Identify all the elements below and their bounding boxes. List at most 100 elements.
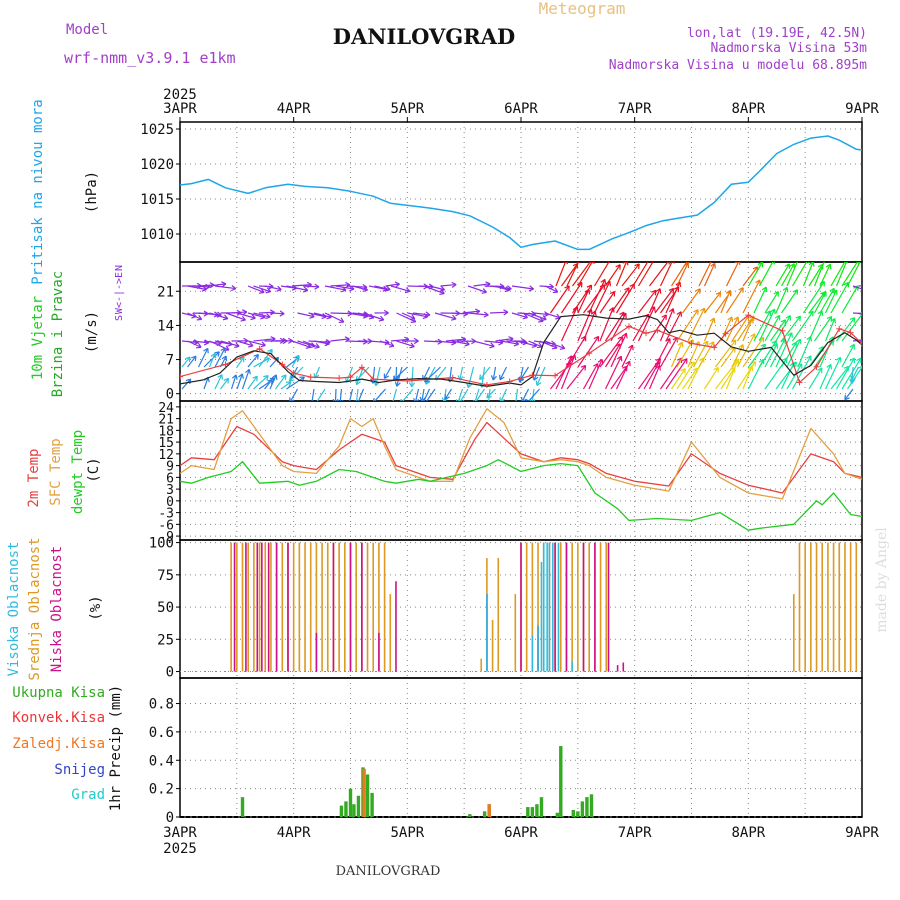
total-rain-bar xyxy=(482,811,487,817)
wind-arrow xyxy=(615,262,628,287)
wind-arrowhead xyxy=(382,289,388,292)
wind-arrow xyxy=(758,262,774,287)
bottom-date-tick-label: 6APR xyxy=(504,825,538,841)
wind-arrowhead xyxy=(677,341,683,346)
wind-arrowhead xyxy=(341,289,347,293)
wind-arrowhead xyxy=(593,363,599,367)
wind-arrow xyxy=(445,338,466,342)
wind-arrow xyxy=(544,285,559,293)
wind-arrowhead xyxy=(185,378,191,382)
wind-arrowhead xyxy=(780,338,786,343)
wind-arrowhead xyxy=(808,262,814,266)
wind-arrow xyxy=(758,308,776,342)
wind-arrowhead xyxy=(185,356,191,360)
wind-arrowhead xyxy=(734,339,737,346)
total-rain-bar xyxy=(365,774,370,817)
wind-arrowhead xyxy=(619,311,625,315)
wind-arrowhead xyxy=(825,263,831,268)
wind-arrowhead xyxy=(303,286,309,291)
wind-arrowhead xyxy=(416,399,420,401)
wind-arrowhead xyxy=(628,344,633,349)
wind-arrow xyxy=(533,312,549,316)
wind-arrowhead xyxy=(325,340,330,345)
wind-arrowhead xyxy=(314,286,320,290)
wind-arrowhead xyxy=(238,373,243,378)
wind-arrowhead xyxy=(260,344,266,348)
wind-arrowhead xyxy=(843,365,849,369)
wind-vector-field xyxy=(181,256,862,404)
wind-arrow xyxy=(566,335,587,368)
wind-arrowhead xyxy=(271,349,273,355)
wind-arrow xyxy=(396,312,416,323)
wind-arrowhead xyxy=(830,364,833,370)
wind-arrowhead xyxy=(519,378,525,383)
wind-arrow xyxy=(715,339,737,368)
wind-arrowhead xyxy=(693,309,699,313)
gust-marker xyxy=(688,340,695,347)
wind-arrow xyxy=(330,338,350,342)
y-tick-label: -3 xyxy=(158,507,174,522)
total-rain-bar xyxy=(356,795,361,817)
pressure-unit-label: (hPa) xyxy=(84,171,100,213)
wind-arrowhead xyxy=(411,314,416,320)
wind-arrowhead xyxy=(839,357,842,363)
wind-arrowhead xyxy=(198,314,203,320)
wind-arrow xyxy=(528,388,540,401)
wind-arrowhead xyxy=(239,356,245,360)
wind-arrow xyxy=(659,262,673,287)
y-tick-label: 0 xyxy=(166,810,174,826)
wind-arrow xyxy=(566,262,580,287)
wind-arrow xyxy=(451,340,470,345)
wind-arrow xyxy=(203,351,220,368)
wind-arrowhead xyxy=(731,316,734,322)
wind-arrowhead xyxy=(554,287,559,293)
gust-marker xyxy=(796,379,803,386)
wind-arrow xyxy=(742,366,753,390)
wind-arrow xyxy=(561,282,583,314)
wind-arrowhead xyxy=(279,310,285,315)
wind-arrowhead xyxy=(616,355,622,360)
wind-arrowhead xyxy=(266,287,272,293)
wind-arrowhead xyxy=(526,403,531,404)
wind-arrow xyxy=(764,291,779,314)
wind-arrow xyxy=(802,281,825,314)
wind-arrowhead xyxy=(787,332,793,337)
wind-key-north: N xyxy=(114,265,125,271)
wind-arrowhead xyxy=(551,340,556,345)
wind-arrowhead xyxy=(734,262,738,264)
wind-arrow xyxy=(253,285,271,293)
y-tick-label: 0.4 xyxy=(149,753,174,769)
wind-arrow xyxy=(604,356,622,390)
wind-arrowhead xyxy=(383,309,389,314)
wind-arrow xyxy=(676,309,699,342)
total-rain-bar xyxy=(571,809,575,817)
wind-arrowhead xyxy=(564,285,570,289)
wind-arrow xyxy=(269,312,285,315)
wind-arrowhead xyxy=(532,375,535,381)
gust-marker xyxy=(586,350,593,357)
wind-arrow xyxy=(209,283,227,287)
wind-arrowhead xyxy=(647,256,651,258)
wind-arrowhead xyxy=(843,258,847,260)
gust-marker xyxy=(643,330,650,337)
wind-arrowhead xyxy=(584,365,587,371)
wind-arrow xyxy=(819,364,832,390)
wind-arrowhead xyxy=(425,314,431,318)
wind-arrow xyxy=(258,349,273,368)
wind-arrow xyxy=(852,285,862,290)
wind-arrow xyxy=(335,285,355,290)
wind-arrow xyxy=(577,289,590,314)
wind-arrowhead xyxy=(245,368,250,373)
top-date-tick-label: 9APR xyxy=(845,101,879,117)
gust-marker xyxy=(813,363,820,370)
y-tick-label: 21 xyxy=(158,413,174,428)
top-date-tick-label: 8APR xyxy=(731,101,765,117)
wind-arrowhead xyxy=(851,377,856,382)
wind-arrowhead xyxy=(505,286,511,291)
wind-arrowhead xyxy=(688,339,694,343)
wind-arrowhead xyxy=(695,288,701,292)
total-rain-bar xyxy=(576,811,580,817)
wind-arrowhead xyxy=(269,309,275,313)
gust-marker xyxy=(625,323,632,330)
bottom-date-tick-label: 7APR xyxy=(618,825,652,841)
